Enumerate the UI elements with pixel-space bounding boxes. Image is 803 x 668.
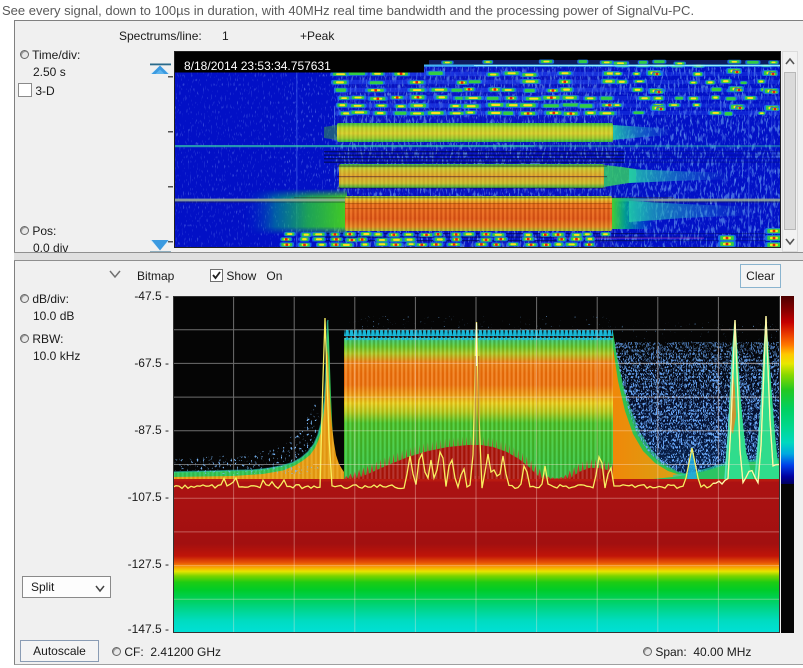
svg-text:8/18/2014 23:53:34.757631: 8/18/2014 23:53:34.757631 [184, 59, 331, 73]
